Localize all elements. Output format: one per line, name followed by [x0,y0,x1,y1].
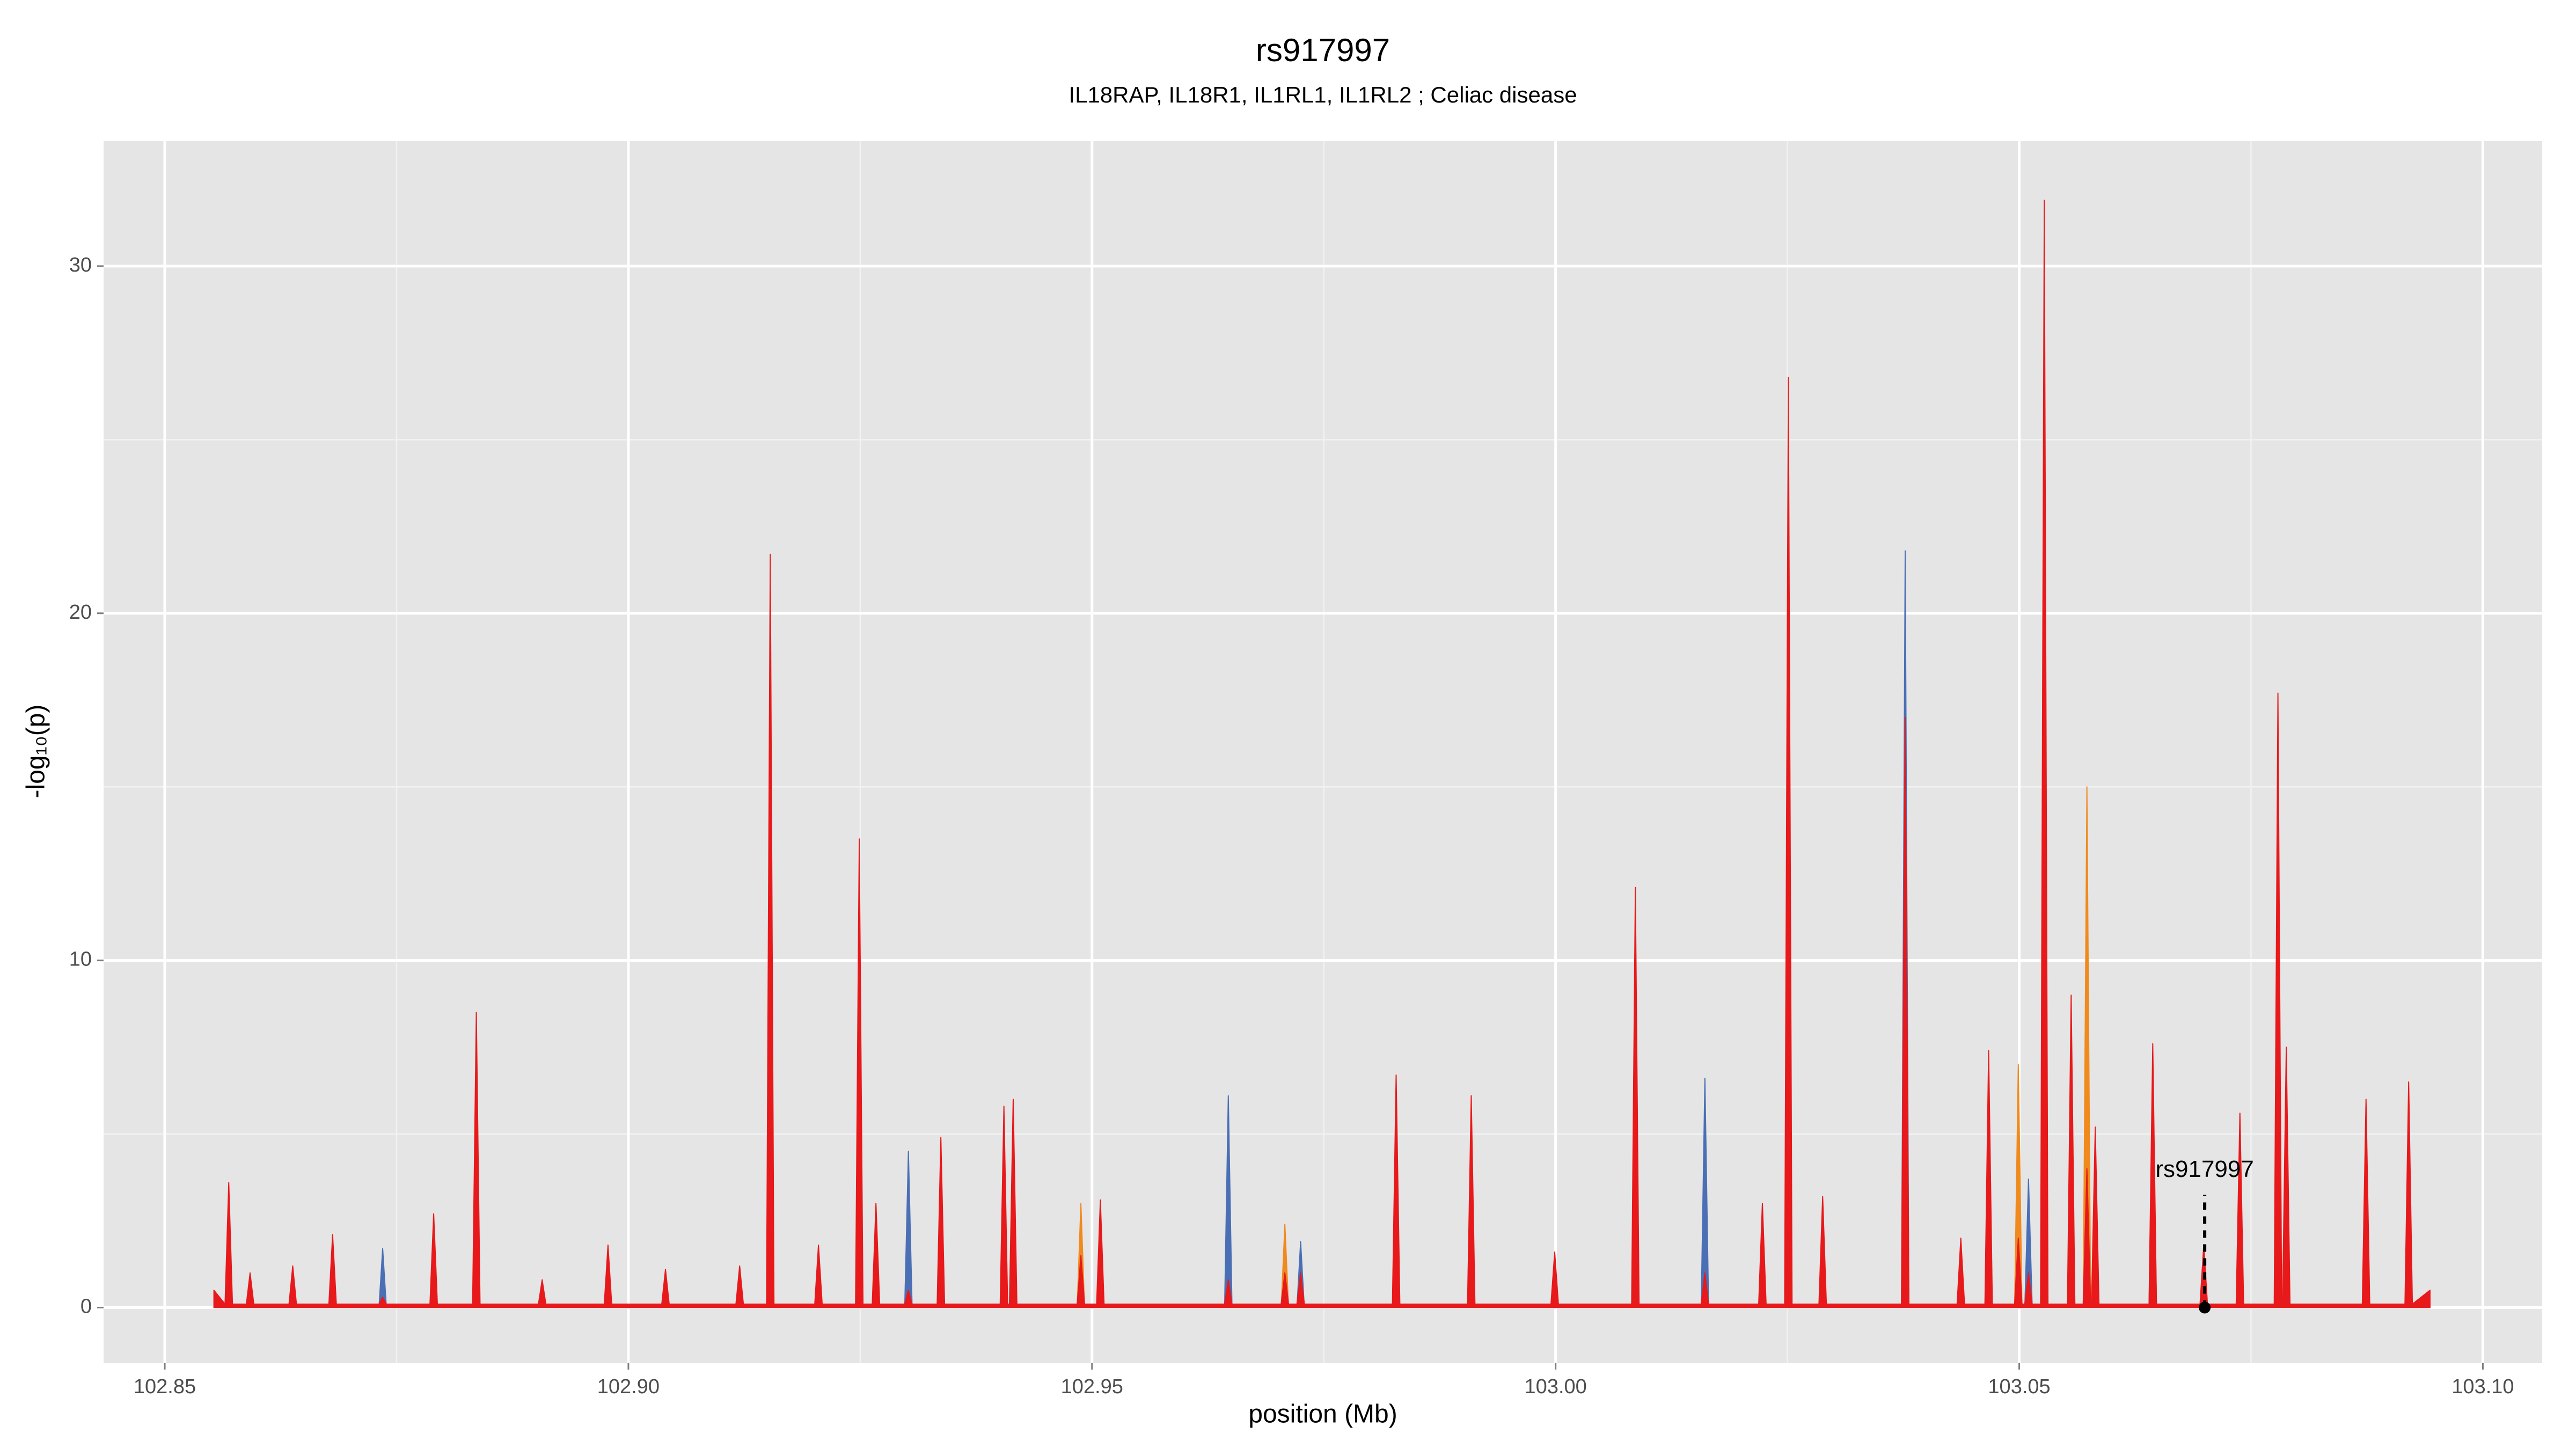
x-tick-label: 103.10 [2451,1375,2514,1398]
x-tick-label: 102.95 [1061,1375,1123,1398]
x-axis-title: position (Mb) [1248,1400,1397,1429]
x-tick-label: 102.90 [597,1375,660,1398]
x-tick-label: 102.85 [134,1375,196,1398]
y-tick-label: 10 [69,948,92,971]
y-tick-label: 30 [69,254,92,276]
annotation-label: rs917997 [2155,1156,2253,1182]
chart-subtitle: IL18RAP, IL18R1, IL1RL1, IL1RL2 ; Celiac… [1069,82,1577,107]
annotation-point [2199,1301,2211,1314]
y-axis-title: -log₁₀(p) [22,705,50,799]
x-tick-label: 103.05 [1988,1375,2050,1398]
plot-background [104,141,2542,1363]
chart-title: rs917997 [1256,32,1390,68]
y-tick-label: 20 [69,601,92,624]
area [213,199,2431,1308]
y-tick-label: 0 [80,1296,92,1318]
x-tick-label: 103.00 [1525,1375,1587,1398]
